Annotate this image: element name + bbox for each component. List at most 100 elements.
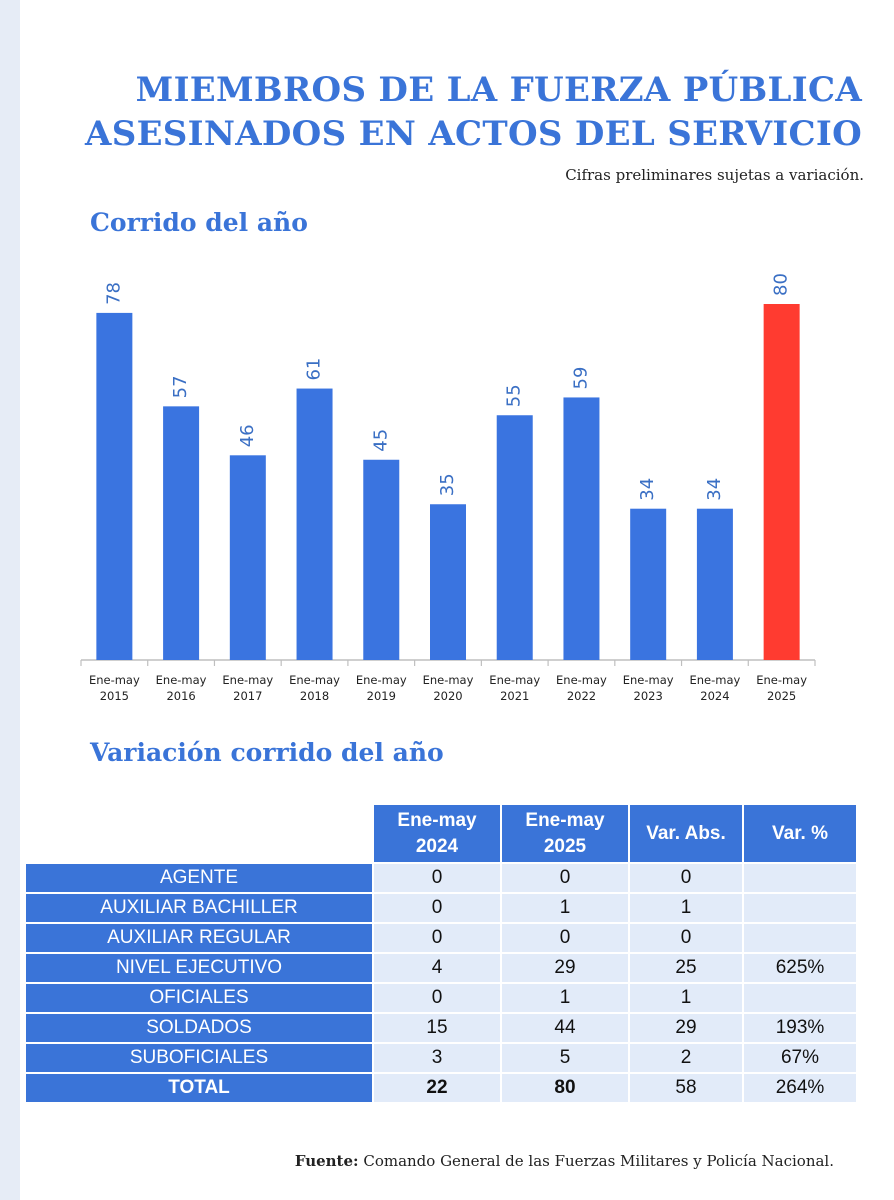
total-2025: 80 bbox=[502, 1074, 628, 1102]
row-label: AUXILIAR REGULAR bbox=[26, 924, 372, 952]
row-label: AUXILIAR BACHILLER bbox=[26, 894, 372, 922]
cell-2024: 0 bbox=[374, 984, 500, 1012]
x-tick-label: Ene-may bbox=[623, 673, 674, 687]
cell-var-pct: 193% bbox=[744, 1014, 856, 1042]
row-label: SUBOFICIALES bbox=[26, 1044, 372, 1072]
table-header-row: Ene-may 2024 Ene-may 2025 Var. Abs. Var.… bbox=[26, 805, 856, 862]
source-note: Fuente: Comando General de las Fuerzas M… bbox=[295, 1152, 834, 1170]
x-tick-label: Ene-may bbox=[556, 673, 607, 687]
main-title-line-2: ASESINADOS EN ACTOS DEL SERVICIO bbox=[85, 114, 862, 154]
source-label: Fuente: bbox=[294, 1152, 359, 1170]
table-header-2025: Ene-may 2025 bbox=[502, 805, 628, 862]
header-2025-line-2: 2025 bbox=[543, 835, 587, 857]
header-2024-line-2: 2024 bbox=[415, 835, 459, 857]
cell-var-abs: 2 bbox=[630, 1044, 742, 1072]
cell-2025: 0 bbox=[502, 924, 628, 952]
cell-2024: 0 bbox=[374, 864, 500, 892]
x-tick-label: Ene-may bbox=[756, 673, 807, 687]
section-title-year-to-date: Corrido del año bbox=[90, 208, 308, 237]
x-tick-label: Ene-may bbox=[89, 673, 140, 687]
cell-2025: 44 bbox=[502, 1014, 628, 1042]
table-total-row: TOTAL 22 80 58 264% bbox=[26, 1074, 856, 1102]
cell-2025: 5 bbox=[502, 1044, 628, 1072]
data-label: 46 bbox=[237, 424, 258, 447]
x-tick-label: 2016 bbox=[166, 689, 195, 703]
header-var-pct-label: Var. % bbox=[772, 822, 828, 844]
title-block: MIEMBROS DE LA FUERZA PÚBLICA ASESINADOS… bbox=[85, 68, 862, 156]
cell-var-abs: 0 bbox=[630, 864, 742, 892]
data-label: 34 bbox=[704, 478, 725, 501]
cell-var-pct bbox=[744, 984, 856, 1012]
x-tick-label: 2022 bbox=[567, 689, 596, 703]
x-tick-label: Ene-may bbox=[289, 673, 340, 687]
table-row: AGENTE 0 0 0 bbox=[26, 864, 856, 892]
x-tick-label: 2015 bbox=[100, 689, 129, 703]
bar bbox=[430, 504, 466, 660]
cell-2024: 15 bbox=[374, 1014, 500, 1042]
total-2024: 22 bbox=[374, 1074, 500, 1102]
row-label: NIVEL EJECUTIVO bbox=[26, 954, 372, 982]
bar bbox=[630, 508, 667, 660]
cell-var-pct bbox=[744, 894, 856, 922]
x-tick-label: Ene-may bbox=[489, 673, 540, 687]
data-label: 34 bbox=[637, 478, 658, 501]
table-row: SOLDADOS 15 44 29 193% bbox=[26, 1014, 856, 1042]
data-label: 78 bbox=[103, 282, 124, 305]
header-var-abs-label: Var. Abs. bbox=[646, 822, 726, 844]
main-title-line-1: MIEMBROS DE LA FUERZA PÚBLICA bbox=[135, 70, 862, 110]
bar bbox=[163, 406, 200, 660]
cell-2024: 0 bbox=[374, 924, 500, 952]
section-title-variation: Variación corrido del año bbox=[90, 738, 444, 767]
table-row: AUXILIAR BACHILLER 0 1 1 bbox=[26, 894, 856, 922]
left-side-band bbox=[0, 0, 20, 1200]
bar bbox=[96, 312, 133, 660]
cell-var-abs: 0 bbox=[630, 924, 742, 952]
bar-chart: 78 Ene-may 2015 57 Ene-may 2016 46 Ene-may 2017 6… bbox=[80, 273, 816, 703]
x-tick-label: 2025 bbox=[767, 689, 796, 703]
table-row: SUBOFICIALES 3 5 2 67% bbox=[26, 1044, 856, 1072]
bar bbox=[563, 397, 600, 660]
table-row: AUXILIAR REGULAR 0 0 0 bbox=[26, 924, 856, 952]
bar bbox=[363, 459, 400, 660]
data-label: 57 bbox=[170, 375, 191, 398]
data-label: 45 bbox=[370, 429, 391, 452]
table-header-var-abs: Var. Abs. bbox=[630, 805, 742, 862]
x-tick-label: 2024 bbox=[700, 689, 729, 703]
cell-2025: 1 bbox=[502, 894, 628, 922]
x-tick-label: 2018 bbox=[300, 689, 329, 703]
x-tick-label: 2021 bbox=[500, 689, 529, 703]
bar bbox=[296, 388, 333, 660]
cell-var-abs: 1 bbox=[630, 894, 742, 922]
total-var-pct: 264% bbox=[744, 1074, 856, 1102]
cell-var-pct bbox=[744, 864, 856, 892]
cell-var-pct: 67% bbox=[744, 1044, 856, 1072]
row-label: AGENTE bbox=[26, 864, 372, 892]
variation-table: Ene-may 2024 Ene-may 2025 Var. Abs. Var.… bbox=[24, 803, 858, 1104]
cell-var-abs: 29 bbox=[630, 1014, 742, 1042]
data-label: 55 bbox=[504, 384, 525, 407]
x-tick-label: Ene-may bbox=[356, 673, 407, 687]
x-tick-label: Ene-may bbox=[222, 673, 273, 687]
data-label: 80 bbox=[771, 273, 792, 296]
total-var-abs: 58 bbox=[630, 1074, 742, 1102]
cell-var-pct bbox=[744, 924, 856, 952]
cell-var-pct: 625% bbox=[744, 954, 856, 982]
row-label: SOLDADOS bbox=[26, 1014, 372, 1042]
header-2024-line-1: Ene-may bbox=[397, 809, 477, 831]
data-label: 35 bbox=[437, 473, 458, 496]
data-label: 61 bbox=[304, 358, 325, 381]
cell-2024: 0 bbox=[374, 894, 500, 922]
table-header-blank bbox=[26, 805, 372, 862]
x-tick-label: 2020 bbox=[433, 689, 462, 703]
x-tick-label: Ene-may bbox=[156, 673, 207, 687]
header-2025-line-1: Ene-may bbox=[525, 809, 605, 831]
x-tick-label: 2019 bbox=[367, 689, 396, 703]
bar bbox=[496, 415, 533, 660]
x-tick-label: Ene-may bbox=[689, 673, 740, 687]
table-row: OFICIALES 0 1 1 bbox=[26, 984, 856, 1012]
table-header-var-pct: Var. % bbox=[744, 805, 856, 862]
cell-var-abs: 1 bbox=[630, 984, 742, 1012]
cell-2025: 29 bbox=[502, 954, 628, 982]
table-header-2024: Ene-may 2024 bbox=[374, 805, 500, 862]
bar bbox=[696, 508, 733, 660]
